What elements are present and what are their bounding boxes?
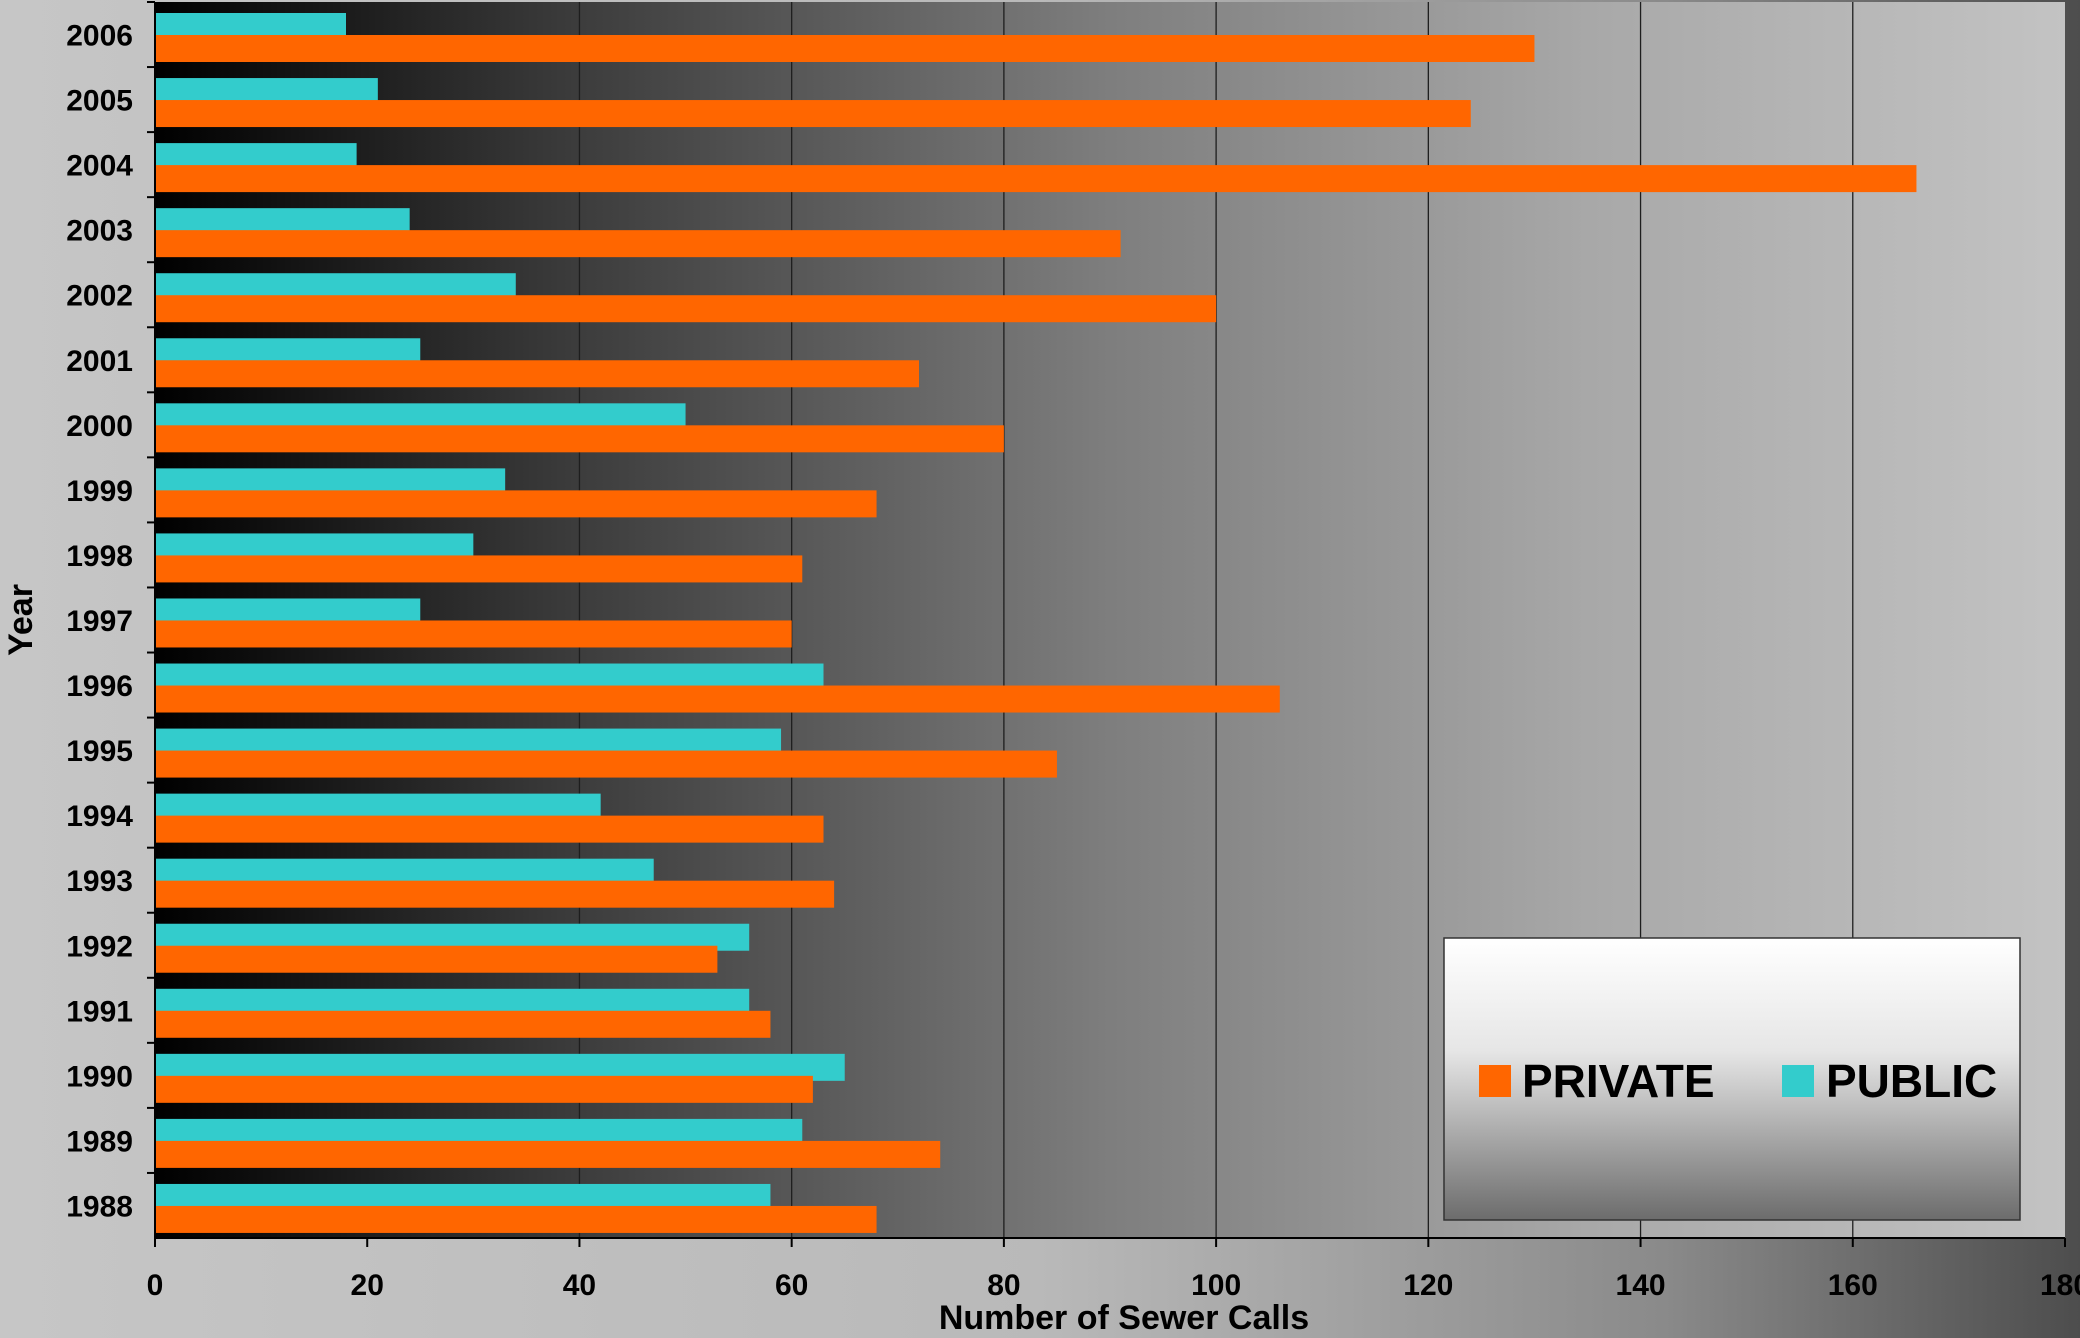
y-tick-label: 1997 xyxy=(66,605,133,638)
y-tick-label: 1992 xyxy=(66,930,133,963)
x-tick-label: 100 xyxy=(1191,1269,1241,1302)
bar-private-1999 xyxy=(155,490,877,518)
y-tick-label: 1994 xyxy=(66,800,133,833)
bar-private-1996 xyxy=(155,685,1280,713)
y-tick-label: 1989 xyxy=(66,1125,133,1158)
y-tick-label: 2001 xyxy=(66,345,133,378)
bar-private-1994 xyxy=(155,815,824,843)
legend-swatch-public xyxy=(1782,1065,1814,1097)
legend-swatch-private xyxy=(1479,1065,1511,1097)
x-axis-title: Number of Sewer Calls xyxy=(939,1299,1309,1337)
bar-private-1991 xyxy=(155,1010,771,1038)
y-tick-label: 2002 xyxy=(66,280,133,313)
x-tick-label: 20 xyxy=(351,1269,384,1302)
legend-label-public: PUBLIC xyxy=(1826,1055,1997,1107)
y-tick-label: 1999 xyxy=(66,475,133,508)
bar-private-2001 xyxy=(155,360,919,388)
y-tick-label: 2006 xyxy=(66,20,133,53)
bar-private-1998 xyxy=(155,555,803,583)
y-axis-title: Year xyxy=(2,584,40,656)
y-tick-label: 1991 xyxy=(66,995,133,1028)
bar-private-2002 xyxy=(155,295,1217,323)
bars xyxy=(155,13,1917,1233)
bar-private-1989 xyxy=(155,1140,941,1168)
bar-private-2006 xyxy=(155,35,1535,62)
x-tick-label: 80 xyxy=(987,1269,1020,1302)
bar-private-1993 xyxy=(155,880,835,908)
y-tick-label: 1993 xyxy=(66,865,133,898)
x-tick-label: 180 xyxy=(2040,1269,2080,1302)
bar-private-2000 xyxy=(155,425,1004,453)
axes: 0 20 40 60 80 100 120 140 160 180 1988 1989 1990 1991… xyxy=(66,1,2080,1302)
y-tick-label: 2004 xyxy=(66,150,133,183)
x-tick-label: 160 xyxy=(1828,1269,1878,1302)
legend-box xyxy=(1443,937,2021,1221)
y-tick-label: 2000 xyxy=(66,410,133,443)
y-tick-label: 1998 xyxy=(66,540,133,573)
y-tick-label: 1988 xyxy=(66,1190,133,1223)
bar-private-2005 xyxy=(155,100,1471,128)
y-tick-label: 2003 xyxy=(66,215,133,248)
bar-private-1988 xyxy=(155,1205,877,1233)
x-tick-label: 120 xyxy=(1403,1269,1453,1302)
x-tick-label: 140 xyxy=(1616,1269,1666,1302)
bar-private-2004 xyxy=(155,165,1917,193)
y-tick-label: 2005 xyxy=(66,85,133,118)
bar-private-1992 xyxy=(155,945,718,973)
x-tick-label: 0 xyxy=(147,1269,164,1302)
bar-private-1990 xyxy=(155,1075,813,1103)
legend: PRIVATE PUBLIC xyxy=(1443,937,2021,1221)
y-tick-label: 1995 xyxy=(66,735,133,768)
bar-private-1997 xyxy=(155,620,792,648)
y-tick-label: 1996 xyxy=(66,670,133,703)
legend-label-private: PRIVATE xyxy=(1522,1055,1715,1107)
x-tick-label: 60 xyxy=(775,1269,808,1302)
y-tick-label: 1990 xyxy=(66,1060,133,1093)
bar-private-2003 xyxy=(155,230,1121,258)
bar-private-1995 xyxy=(155,750,1057,778)
x-tick-label: 40 xyxy=(563,1269,596,1302)
